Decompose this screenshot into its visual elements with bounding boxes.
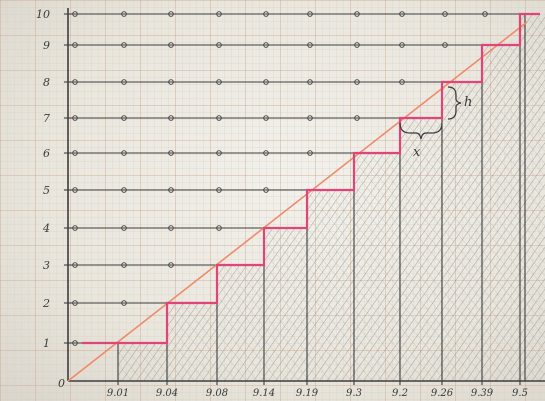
level-dot — [72, 187, 78, 193]
y-label-5: 5 — [43, 184, 50, 197]
level-dot — [121, 225, 127, 231]
x-label-5: 9.19 — [296, 388, 319, 399]
level-dot — [307, 11, 313, 17]
level-dot — [307, 42, 313, 48]
y-label-8: 8 — [43, 76, 50, 89]
y-axis-labels: 1 2 3 4 5 6 7 8 9 10 — [36, 8, 50, 350]
level-dot — [216, 225, 222, 231]
level-dot — [168, 262, 174, 268]
level-dot — [216, 42, 222, 48]
x-label-6: 9.3 — [346, 388, 362, 399]
level-dot — [216, 150, 222, 156]
level-dot — [307, 150, 313, 156]
level-dot — [263, 115, 269, 121]
h-brace — [447, 86, 462, 120]
y-label-9: 9 — [43, 39, 50, 52]
level-dot — [121, 42, 127, 48]
level-dot — [216, 11, 222, 17]
level-dot — [168, 11, 174, 17]
level-dots — [72, 11, 488, 346]
level-dot — [216, 79, 222, 85]
level-dot — [168, 150, 174, 156]
x-brace — [399, 122, 443, 140]
hatch-column-cross — [264, 228, 307, 381]
level-dot — [121, 300, 127, 306]
level-dot — [72, 79, 78, 85]
x-label-9: 9.39 — [471, 388, 494, 399]
level-dot — [354, 11, 360, 17]
y-label-4: 4 — [42, 222, 50, 235]
y-label-3: 3 — [43, 259, 50, 272]
level-dot — [168, 115, 174, 121]
level-dot — [72, 225, 78, 231]
level-dot — [482, 11, 488, 17]
y-label-1: 1 — [43, 337, 50, 350]
x-label-2: 9.04 — [156, 388, 178, 399]
level-dot — [121, 115, 127, 121]
level-dot — [72, 262, 78, 268]
level-dot — [121, 150, 127, 156]
y-label-7: 7 — [43, 112, 50, 125]
level-dot — [442, 42, 448, 48]
level-dot — [72, 340, 78, 346]
level-dot — [121, 79, 127, 85]
level-dot — [72, 150, 78, 156]
level-dot — [399, 11, 405, 17]
level-dot — [168, 187, 174, 193]
x-label-10: 9.5 — [512, 388, 528, 399]
level-dot — [307, 115, 313, 121]
level-dot — [354, 42, 360, 48]
x-label-7: 9.2 — [392, 388, 408, 399]
level-dot — [121, 11, 127, 17]
hatch-column-cross — [217, 265, 264, 381]
origin-label: 0 — [58, 377, 65, 390]
level-dot — [399, 42, 405, 48]
level-dot — [263, 187, 269, 193]
hatch-column-cross — [354, 153, 400, 381]
level-dot — [442, 11, 448, 17]
level-dot — [263, 79, 269, 85]
level-dot — [72, 11, 78, 17]
x-axis-labels: 9.01 9.04 9.08 9.14 9.19 9.3 9.2 9.26 9.39 9.5 — [107, 388, 528, 399]
hatch-column-cross — [520, 14, 545, 381]
x-label-4: 9.14 — [253, 388, 275, 399]
x-annotation: x — [413, 145, 421, 160]
hatch-column-cross — [442, 82, 482, 381]
x-label-1: 9.01 — [107, 388, 129, 399]
level-dot — [354, 79, 360, 85]
level-dot — [121, 262, 127, 268]
hatch-column-cross — [167, 303, 217, 381]
level-dot — [216, 187, 222, 193]
hatched-area — [118, 14, 545, 381]
level-dot — [72, 42, 78, 48]
level-dot — [263, 150, 269, 156]
x-label-8: 9.26 — [431, 388, 454, 399]
level-dot — [72, 115, 78, 121]
level-dot — [307, 79, 313, 85]
level-dot — [263, 11, 269, 17]
hatch-column-cross — [400, 118, 442, 381]
h-annotation: h — [464, 95, 472, 110]
level-dot — [399, 79, 405, 85]
hatch-column-cross — [482, 45, 520, 381]
y-label-6: 6 — [43, 147, 50, 160]
y-label-10: 10 — [36, 8, 50, 21]
horizontal-level-lines — [64, 13, 525, 344]
level-dot — [216, 115, 222, 121]
level-dot — [263, 42, 269, 48]
level-dot — [168, 42, 174, 48]
level-dot — [72, 300, 78, 306]
level-dot — [168, 79, 174, 85]
level-dot — [168, 225, 174, 231]
x-label-3: 9.08 — [206, 388, 228, 399]
hatch-column-cross — [307, 190, 354, 381]
level-dot — [354, 115, 360, 121]
y-label-2: 2 — [42, 297, 50, 310]
hatch-column-cross — [118, 343, 167, 381]
staircase-line — [82, 12, 540, 345]
level-dot — [121, 187, 127, 193]
